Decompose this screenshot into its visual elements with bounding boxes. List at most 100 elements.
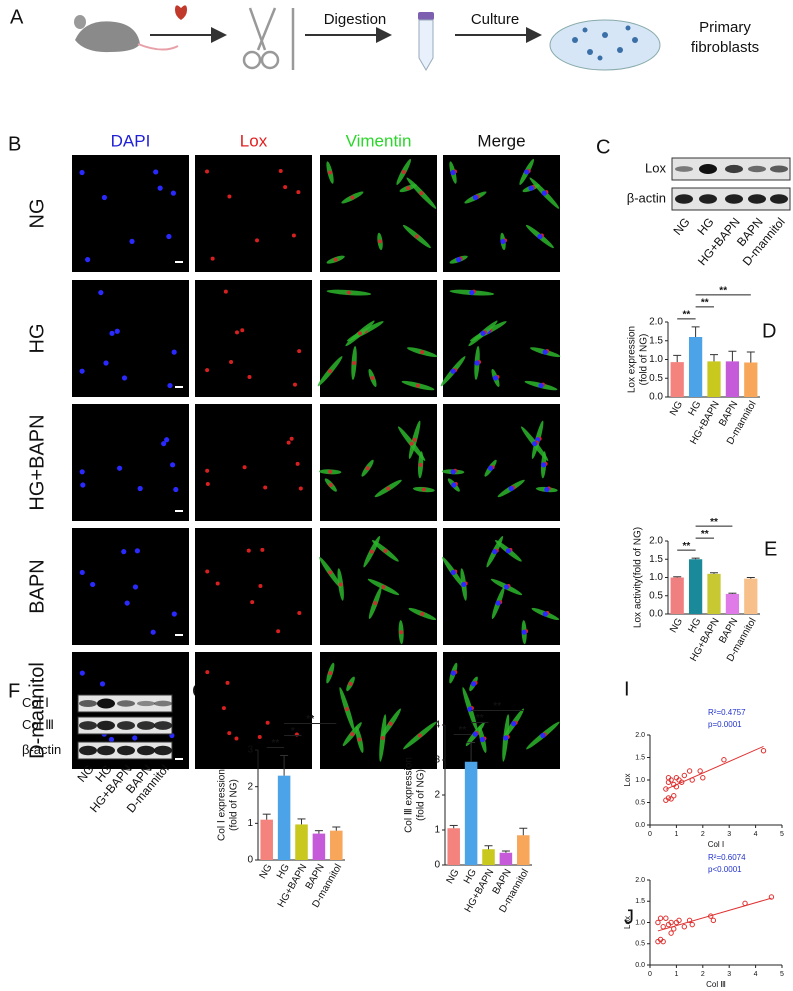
nucleus [350, 195, 355, 200]
x-tick-label: 3 [727, 831, 731, 838]
nucleus [150, 629, 156, 635]
mouse-tail [137, 43, 179, 51]
nucleus [537, 233, 543, 240]
significance-label: * [291, 726, 295, 737]
nucleus [328, 469, 333, 474]
nucleus [166, 233, 172, 240]
error-bar [710, 572, 718, 574]
blot-band [748, 165, 766, 173]
nucleus [521, 629, 527, 635]
x-tick-label: HG [686, 399, 703, 418]
nucleus [369, 549, 374, 554]
nucleus [472, 194, 479, 201]
nucleus [124, 600, 130, 606]
x-tick-label: 0 [648, 831, 652, 838]
x-tick-label: HG [275, 862, 292, 881]
lox-signal [286, 440, 291, 445]
y-tick-label: 2.0 [635, 732, 645, 739]
channel-header: DAPI [111, 131, 151, 150]
lox-signal [295, 461, 300, 466]
fit-line [665, 745, 764, 790]
point [668, 930, 674, 936]
nucleus [170, 462, 176, 468]
bar [517, 835, 530, 865]
lox-signal [255, 238, 260, 243]
nucleus [358, 331, 363, 336]
nucleus [492, 375, 499, 381]
nucleus [450, 670, 456, 676]
y-tick-label: 1.0 [635, 777, 645, 784]
nucleus [79, 469, 85, 475]
x-tick-label: 3 [727, 971, 731, 978]
point [663, 915, 669, 921]
lox-signal [205, 670, 210, 675]
micrograph-bg [320, 652, 437, 769]
x-tick-label: 1 [674, 971, 678, 978]
micrograph-bg [195, 652, 312, 769]
nucleus [541, 190, 547, 196]
nucleus [365, 466, 370, 471]
lox-signal [205, 482, 210, 487]
micrograph [195, 404, 312, 521]
significance-label: ** [476, 713, 484, 724]
error-bar [467, 742, 476, 762]
nucleus [542, 349, 548, 355]
lox-signal [265, 720, 270, 725]
micrograph [72, 404, 189, 521]
nucleus [421, 487, 426, 492]
y-tick-label: 0 [247, 855, 253, 866]
significance-label: ** [459, 725, 467, 736]
blot-band [117, 721, 135, 730]
nucleus [451, 482, 457, 488]
nucleus [406, 186, 411, 191]
point [689, 777, 695, 783]
nucleus [419, 191, 424, 196]
y-tick-label: 0.5 [649, 373, 663, 384]
lox-signal [221, 706, 226, 711]
bar [447, 828, 460, 865]
x-tick-label: HG [686, 616, 703, 635]
y-tick-label: 2.0 [635, 877, 645, 884]
lox-signal [289, 436, 294, 441]
bar [295, 824, 308, 860]
y-tick-label: 0.0 [649, 392, 663, 403]
x-tick-label: NG [668, 399, 685, 418]
error-bar [673, 576, 682, 578]
nucleus [79, 670, 85, 676]
y-axis-title: (fold of NG) [416, 769, 427, 821]
point [710, 917, 717, 924]
lox-signal [297, 610, 302, 615]
micrograph [319, 404, 437, 521]
point [681, 924, 688, 930]
micrograph-bg [72, 280, 189, 397]
lox-signal [246, 548, 251, 553]
bar [260, 819, 273, 860]
lox-signal [247, 374, 252, 379]
blot-band [97, 720, 115, 731]
y-tick-label: 2.0 [649, 536, 663, 547]
nucleus [132, 584, 139, 590]
y-axis-title: (fold of NG) [229, 779, 240, 831]
bar [330, 830, 343, 860]
nucleus [90, 581, 96, 588]
bar [725, 593, 740, 614]
y-axis-title: Lox [623, 916, 632, 929]
point [689, 921, 695, 928]
group-label: BAPN [26, 559, 48, 613]
significance-label: ** [683, 310, 691, 321]
nucleus [540, 732, 546, 739]
nucleus [121, 549, 127, 555]
nucleus [328, 170, 333, 175]
blot-band [117, 745, 135, 756]
nucleus [79, 569, 85, 576]
nucleus [350, 732, 355, 737]
dish-cells [572, 25, 638, 61]
point [668, 919, 674, 926]
micrograph [442, 528, 560, 645]
micrograph [440, 280, 561, 397]
blot-band [675, 194, 693, 204]
error-bar [501, 850, 510, 853]
blot-band [137, 700, 155, 707]
nucleus [418, 462, 423, 467]
nucleus [173, 486, 179, 493]
